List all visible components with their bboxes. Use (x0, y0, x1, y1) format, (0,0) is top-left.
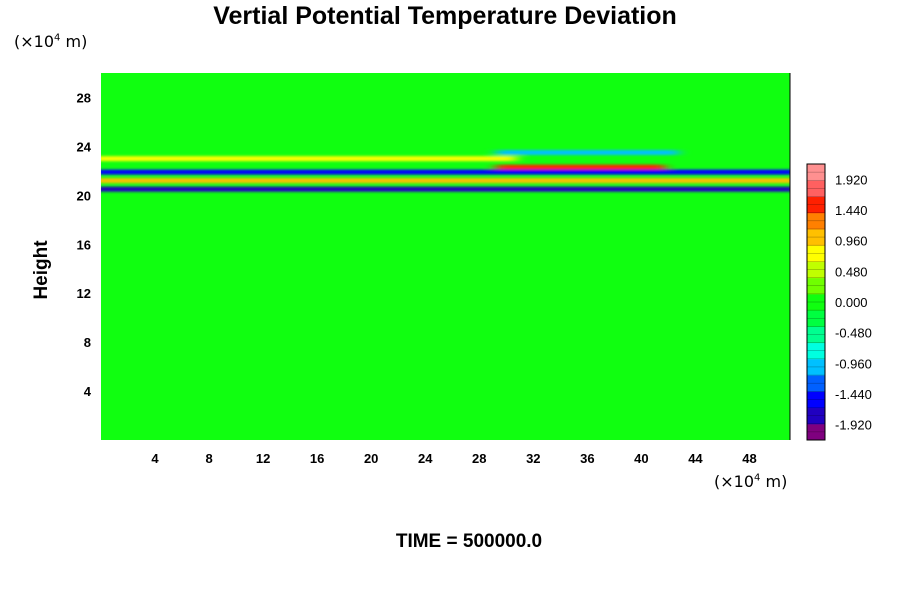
colorbar-swatch (807, 196, 825, 214)
colorbar-swatch (807, 180, 825, 197)
y-tick-label: 8 (84, 335, 91, 350)
x-tick-label: 20 (364, 451, 378, 466)
x-tick-label: 48 (742, 451, 756, 466)
colorbar: 1.920 1.440 0.960 0.480 0.000 -0.480 -0.960 -1.… (806, 163, 872, 441)
heatmap-band (101, 186, 790, 192)
colorbar-label: 1.920 (835, 172, 868, 187)
colorbar-label: -0.960 (835, 356, 872, 371)
x-tick-label: 44 (688, 451, 703, 466)
colorbar-label: 0.480 (835, 264, 868, 279)
heatmap-band (101, 169, 790, 175)
plot-area (101, 73, 791, 440)
colorbar-swatch (807, 326, 825, 344)
colorbar-swatch (807, 407, 825, 425)
colorbar-swatch (807, 342, 825, 360)
colorbar-swatch (807, 164, 825, 181)
y-tick-label: 16 (77, 237, 91, 252)
y-tick-label: 24 (77, 139, 92, 154)
colorbar-swatch (807, 391, 825, 409)
colorbar-label: 1.440 (835, 203, 868, 218)
heatmap-band (101, 178, 790, 184)
colorbar-swatch (807, 228, 825, 246)
x-tick-label: 40 (634, 451, 648, 466)
colorbar-swatch (807, 261, 825, 279)
y-tick-label: 28 (77, 90, 91, 105)
x-tick-label: 4 (151, 451, 159, 466)
colorbar-swatch (807, 358, 825, 376)
colorbar-border (806, 163, 826, 441)
y-axis-unit: (×104 m) (14, 32, 88, 51)
colorbar-label: 0.000 (835, 295, 868, 310)
colorbar-swatch (807, 293, 825, 311)
heatmap-band (101, 156, 517, 162)
colorbar-swatch (807, 212, 825, 230)
heatmap-band (496, 150, 679, 156)
colorbar-swatch (807, 245, 825, 262)
x-tick-label: 16 (310, 451, 324, 466)
y-tick-label: 20 (77, 188, 91, 203)
y-tick-label: 12 (77, 286, 91, 301)
heatmap-band (496, 164, 665, 170)
colorbar-label: -0.480 (835, 326, 872, 341)
plot-background (101, 73, 790, 440)
time-label: TIME = 500000.0 (395, 531, 543, 552)
colorbar-swatch (807, 375, 825, 392)
x-tick-label: 24 (418, 451, 433, 466)
y-tick-label: 4 (84, 384, 92, 399)
chart-title: Vertial Potential Temperature Deviation (213, 2, 677, 30)
x-tick-label: 32 (526, 451, 540, 466)
x-axis-unit: (×104 m) (714, 472, 788, 491)
x-tick-label: 8 (205, 451, 212, 466)
colorbar-swatch (807, 423, 825, 441)
x-tick-label: 12 (256, 451, 270, 466)
x-tick-label: 36 (580, 451, 594, 466)
x-tick-label: 28 (472, 451, 486, 466)
colorbar-label: -1.920 (835, 418, 872, 433)
colorbar-label: -1.440 (835, 387, 872, 402)
colorbar-swatch (807, 310, 825, 327)
colorbar-swatch (807, 277, 825, 295)
colorbar-label: 0.960 (835, 234, 868, 249)
